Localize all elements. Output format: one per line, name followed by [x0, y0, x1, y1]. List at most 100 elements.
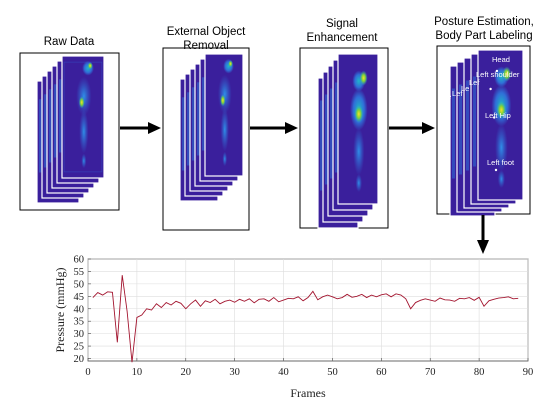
back-frame-signal	[197, 82, 200, 156]
x-axis-title: Frames	[290, 386, 326, 400]
x-tick-label-4: 40	[278, 367, 289, 378]
y-tick-label-6: 50	[74, 279, 85, 290]
y-tick-label-0: 20	[74, 354, 85, 365]
stage-4-title-line-2: Body Part Labeling	[435, 30, 532, 42]
labeling-frame-stack	[449, 49, 524, 217]
x-tick-label-7: 70	[425, 367, 436, 378]
removed-frame-6	[204, 53, 244, 177]
plot-area	[87, 258, 529, 362]
x-tick-label-3: 30	[229, 367, 240, 378]
x-tick-label-6: 60	[376, 367, 387, 378]
y-tick-label-3: 35	[74, 317, 85, 328]
keypoint-marker-2	[489, 87, 492, 91]
partial-label-2: Lef	[452, 89, 463, 98]
y-tick-label-7: 55	[74, 267, 85, 278]
external-object-signal	[63, 61, 103, 173]
hip-hotspot	[496, 101, 507, 119]
stage-1-title-line-1: Raw Data	[44, 36, 95, 48]
head-label: Head	[492, 55, 510, 64]
left-foot-label: Left foot	[487, 158, 515, 167]
feet-signal	[81, 153, 87, 169]
body-part-labels: Le Lef Le Lef Head Left shoulder Left Hi…	[443, 55, 520, 167]
legs-signal	[495, 123, 508, 172]
back-frame-signal	[39, 99, 42, 173]
enhanced-frame-5	[337, 53, 379, 205]
pressure-series-line	[92, 275, 519, 363]
stage-4-title: Posture Estimation, Body Part Labeling	[434, 16, 534, 42]
partial-label-1: Le	[443, 92, 451, 101]
back-frame-signal	[473, 76, 476, 167]
object-removal-frame-stack	[179, 53, 244, 202]
x-tick-label-1: 10	[132, 367, 143, 378]
feet-signal	[222, 151, 228, 167]
head-hotspot	[228, 60, 233, 68]
keypoint-marker-1	[495, 69, 499, 73]
keypoint-marker-4	[494, 168, 498, 172]
stage-1-title: Raw Data	[44, 36, 95, 48]
legs-signal	[353, 127, 365, 176]
back-frame-signal	[466, 80, 469, 171]
left-hip-label: Left Hip	[485, 111, 511, 120]
x-tick-label-2: 20	[181, 367, 192, 378]
back-frame-signal	[330, 88, 333, 179]
back-frame-signal	[202, 77, 205, 151]
back-frame-signal	[49, 89, 52, 163]
back-frame-signal	[459, 84, 462, 175]
back-frame-signal	[182, 97, 185, 171]
stage-2-box	[162, 47, 250, 231]
partial-label-4: Lef	[469, 78, 480, 87]
legs-signal	[79, 109, 89, 154]
back-frame-signal	[325, 94, 328, 185]
legs-signal	[220, 107, 229, 152]
keypoint-marker-3	[493, 116, 496, 119]
stage-2-title-line-1: External Object	[167, 26, 246, 38]
stage-3-title-line-2: Enhancement	[307, 32, 379, 44]
x-ticks: 0 10 20 30 40 50 60 70 80 90	[85, 358, 533, 378]
raw-frame-6	[61, 55, 105, 179]
y-tick-label-4: 40	[74, 304, 85, 315]
gridlines	[87, 258, 529, 361]
left-shoulder-label: Left shoulder	[476, 70, 520, 79]
hip-hotspot	[78, 96, 85, 109]
head-signal	[223, 58, 234, 74]
x-tick-label-5: 50	[327, 367, 338, 378]
back-frame-signal	[335, 82, 338, 173]
stage-4-title-line-1: Posture Estimation,	[434, 16, 534, 28]
stage-2-title-line-2: Removal	[183, 40, 228, 52]
enhancement-frame-stack	[317, 53, 379, 229]
partial-label-3: Le	[461, 84, 469, 93]
stage-3-title-line-1: Signal	[326, 18, 358, 30]
raw-data-frame-stack	[36, 55, 105, 204]
head-hotspot	[87, 62, 93, 70]
arrow-1	[120, 122, 161, 134]
feet-signal	[497, 170, 505, 188]
x-tick-label-9: 90	[523, 367, 534, 378]
x-tick-label-0: 0	[85, 367, 90, 378]
hip-hotspot	[354, 105, 364, 123]
back-frame-signal	[44, 94, 47, 168]
stage-1-box	[19, 52, 120, 211]
y-tick-label-1: 25	[74, 342, 85, 353]
y-tick-label-5: 45	[74, 292, 85, 303]
arrow-2	[250, 122, 298, 134]
y-tick-label-8: 60	[74, 255, 85, 266]
labeled-frame-5	[477, 49, 524, 201]
back-frame-signal	[452, 88, 455, 179]
back-frame-signal	[320, 100, 323, 191]
stage-3-title: Signal Enhancement	[307, 18, 379, 44]
x-tick-label-8: 80	[474, 367, 485, 378]
head-signal	[82, 60, 94, 76]
head-hotspot	[359, 70, 368, 86]
back-frame-signal	[59, 79, 62, 153]
head-hotspot	[502, 66, 512, 82]
hip-hotspot	[220, 94, 226, 107]
back-frame-signal	[187, 92, 190, 166]
back-frame-signal	[192, 87, 195, 161]
arrow-down	[477, 215, 489, 254]
arrow-3	[389, 122, 435, 134]
y-axis-title: Pressure (mmHg)	[53, 268, 67, 353]
feet-signal	[355, 174, 362, 192]
stage-2-title: External Object Removal	[167, 26, 246, 52]
